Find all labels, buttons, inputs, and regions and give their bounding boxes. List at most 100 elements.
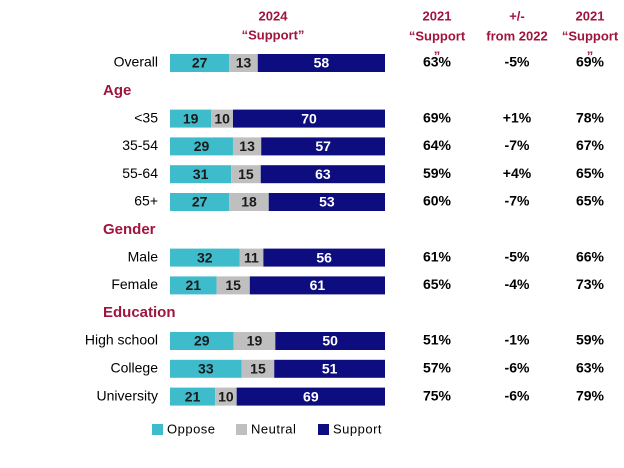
column-header: 2024 [259, 8, 289, 23]
row-label: <35 [134, 109, 158, 125]
bar-segment [232, 137, 262, 156]
bar-segment [231, 165, 261, 184]
bar-segment [249, 276, 385, 295]
table-cell: -5% [505, 248, 530, 264]
value-label: 70 [301, 110, 317, 126]
row-label: High school [85, 332, 158, 348]
value-label: 69 [303, 388, 319, 404]
bar-segment [170, 276, 217, 295]
row-label: 35-54 [122, 137, 158, 153]
value-label: 21 [185, 388, 201, 404]
value-label: 29 [194, 333, 210, 349]
bar-segment [229, 193, 269, 211]
column-header: +/- [509, 8, 525, 23]
value-label: 53 [319, 194, 335, 210]
value-label: 27 [192, 55, 208, 71]
value-label: 27 [192, 194, 208, 210]
table-cell: -1% [505, 332, 530, 348]
row-label: University [97, 387, 158, 403]
bar-segment [241, 359, 275, 378]
value-label: 57 [315, 138, 331, 154]
legend-swatch [236, 424, 247, 435]
row-label: Female [111, 276, 158, 292]
bar-segment [239, 248, 264, 267]
value-label: 10 [214, 110, 230, 126]
legend-label: Neutral [251, 421, 296, 436]
row-label: 55-64 [122, 165, 158, 181]
table-cell: 60% [423, 193, 452, 209]
legend-swatch [152, 424, 163, 435]
table-cell: 65% [576, 193, 605, 209]
value-label: 21 [185, 277, 201, 293]
value-label: 10 [218, 388, 234, 404]
row-label: Male [128, 248, 159, 264]
bar-segment [170, 387, 216, 406]
bar-segment [170, 165, 232, 184]
value-label: 33 [198, 361, 214, 377]
value-label: 61 [310, 277, 326, 293]
section-label: Age [103, 82, 131, 99]
value-label: 13 [236, 55, 252, 71]
bar-segment [260, 165, 385, 184]
table-cell: 59% [423, 165, 452, 181]
value-label: 32 [197, 249, 213, 265]
table-cell: 69% [423, 109, 452, 125]
bar-segment [170, 137, 233, 156]
table-cell: -7% [505, 137, 530, 153]
value-label: 50 [322, 333, 338, 349]
table-cell: 61% [423, 248, 452, 264]
column-header: “Support” [242, 27, 305, 42]
value-label: 11 [244, 249, 259, 265]
value-label: 15 [250, 361, 266, 377]
bar-segment [257, 54, 385, 72]
table-cell: 65% [423, 276, 452, 292]
legend-swatch [318, 424, 329, 435]
legend-label: Support [333, 421, 382, 436]
value-label: 58 [314, 55, 330, 71]
table-cell: -5% [505, 54, 530, 70]
table-cell: 51% [423, 332, 452, 348]
row-label: 65+ [134, 193, 158, 209]
row-label: Overall [114, 54, 158, 70]
table-cell: -6% [505, 360, 530, 376]
section-label: Gender [103, 221, 156, 238]
value-label: 13 [239, 138, 255, 154]
bar-segment [211, 109, 233, 128]
bar-segment [232, 109, 385, 128]
bar-segment [268, 193, 385, 211]
table-cell: -7% [505, 193, 530, 209]
column-header: 2021 [576, 8, 605, 23]
column-header: from 2022 [486, 28, 547, 43]
table-cell: 78% [576, 109, 605, 125]
value-label: 56 [316, 249, 332, 265]
value-label: 31 [193, 166, 209, 182]
column-header: “Support [562, 28, 619, 43]
table-cell: -4% [505, 276, 530, 292]
row-label: College [111, 360, 159, 376]
table-cell: 59% [576, 332, 605, 348]
table-cell: 79% [576, 387, 605, 403]
table-cell: 75% [423, 387, 452, 403]
bar-segment [170, 54, 230, 72]
table-cell: 63% [576, 360, 605, 376]
value-label: 51 [322, 361, 338, 377]
bar-segment [215, 387, 237, 406]
bar-segment [263, 248, 385, 267]
table-cell: 57% [423, 360, 452, 376]
value-label: 15 [225, 277, 241, 293]
bar-segment [216, 276, 250, 295]
table-cell: -6% [505, 387, 530, 403]
table-cell: 69% [576, 54, 605, 70]
column-header: ” [434, 48, 441, 63]
table-cell: 64% [423, 137, 452, 153]
bar-segment [170, 359, 242, 378]
value-label: 63 [315, 166, 331, 182]
table-cell: 67% [576, 137, 605, 153]
bar-segment [236, 387, 385, 406]
column-header: 2021 [423, 8, 452, 23]
value-label: 18 [241, 194, 257, 210]
column-header: ” [587, 48, 594, 63]
bar-segment [170, 193, 230, 211]
bar-segment [261, 137, 385, 156]
